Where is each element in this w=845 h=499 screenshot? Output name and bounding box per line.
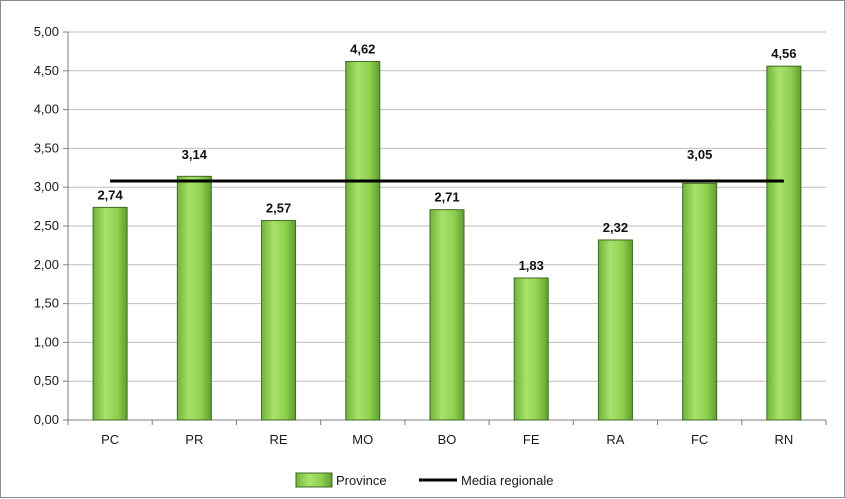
x-tick-label: RA	[606, 432, 624, 447]
data-label-fc: 3,05	[687, 147, 712, 162]
data-label-pc: 2,74	[97, 187, 123, 202]
bars	[93, 61, 801, 420]
bar-fe	[514, 278, 548, 420]
x-tick-label: PC	[101, 432, 119, 447]
legend-swatch-province	[296, 473, 332, 487]
bar-pr	[177, 176, 211, 420]
x-tick-label: RE	[270, 432, 288, 447]
data-label-rn: 4,56	[771, 46, 796, 61]
bar-bo	[430, 210, 464, 420]
x-tick-label: FC	[691, 432, 708, 447]
x-tick-label: PR	[185, 432, 203, 447]
bar-ra	[598, 240, 632, 420]
y-tick-label: 3,00	[34, 179, 59, 194]
data-label-ra: 2,32	[603, 220, 628, 235]
y-tick-label: 4,00	[34, 102, 59, 117]
y-tick-label: 0,50	[34, 373, 59, 388]
data-label-pr: 3,14	[182, 147, 208, 162]
y-tick-label: 3,50	[34, 140, 59, 155]
data-label-mo: 4,62	[350, 41, 375, 56]
y-tick-label: 0,00	[34, 412, 59, 427]
data-label-bo: 2,71	[434, 190, 459, 205]
y-tick-label: 2,50	[34, 218, 59, 233]
bar-rn	[767, 66, 801, 420]
x-tick-label: RN	[774, 432, 793, 447]
y-tick-label: 5,00	[34, 24, 59, 39]
x-tick-label: BO	[438, 432, 457, 447]
x-tick-label: FE	[523, 432, 540, 447]
legend-label-province: Province	[336, 473, 387, 488]
bar-pc	[93, 207, 127, 420]
bar-mo	[346, 61, 380, 420]
y-tick-label: 1,00	[34, 334, 59, 349]
data-label-re: 2,57	[266, 201, 291, 216]
legend-label-media-regionale: Media regionale	[461, 473, 554, 488]
legend: Province Media regionale	[296, 473, 554, 488]
y-tick-label: 4,50	[34, 63, 59, 78]
bar-re	[262, 221, 296, 420]
bar-fc	[683, 183, 717, 420]
y-tick-label: 1,50	[34, 296, 59, 311]
y-tick-label: 2,00	[34, 257, 59, 272]
x-tick-label: MO	[352, 432, 373, 447]
data-label-fe: 1,83	[519, 258, 544, 273]
